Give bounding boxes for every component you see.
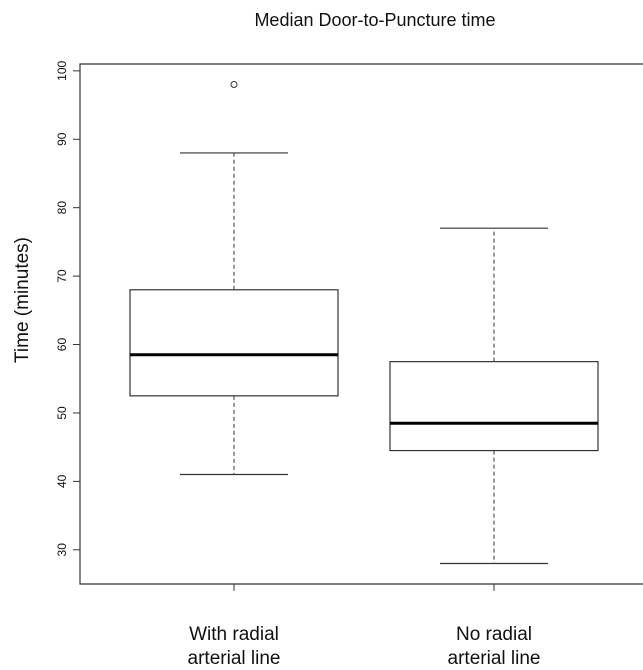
box-series bbox=[129, 81, 599, 565]
y-axis: 30 40 50 60 70 80 90 100 bbox=[55, 61, 80, 557]
y-tick-label: 90 bbox=[55, 132, 69, 146]
y-axis-label: Time (minutes) bbox=[12, 237, 33, 363]
x-tick-label: With radial arterial line bbox=[188, 624, 281, 669]
x-tick-label-line: arterial line bbox=[448, 648, 541, 669]
outlier-point bbox=[230, 81, 238, 89]
x-tick-label-line: arterial line bbox=[188, 648, 281, 669]
y-tick-label: 50 bbox=[55, 406, 69, 420]
y-tick-label: 60 bbox=[55, 338, 69, 352]
box-group bbox=[389, 227, 599, 565]
y-tick-label: 70 bbox=[55, 269, 69, 283]
plot-border bbox=[79, 63, 643, 585]
plot-frame bbox=[79, 63, 643, 585]
box-group bbox=[129, 81, 339, 476]
x-tick-label-line: With radial bbox=[189, 624, 279, 645]
x-axis: With radial arterial line No radial arteria… bbox=[188, 584, 541, 669]
y-tick-label: 80 bbox=[55, 201, 69, 215]
y-tick-label: 40 bbox=[55, 474, 69, 488]
y-tick-label: 30 bbox=[55, 543, 69, 557]
iqr-box bbox=[389, 361, 599, 452]
x-tick-label: No radial arterial line bbox=[448, 624, 541, 669]
chart-title: Median Door-to-Puncture time bbox=[254, 10, 496, 30]
iqr-box bbox=[129, 289, 339, 397]
x-tick-label-line: No radial bbox=[456, 624, 532, 645]
y-tick-label: 100 bbox=[55, 61, 69, 81]
